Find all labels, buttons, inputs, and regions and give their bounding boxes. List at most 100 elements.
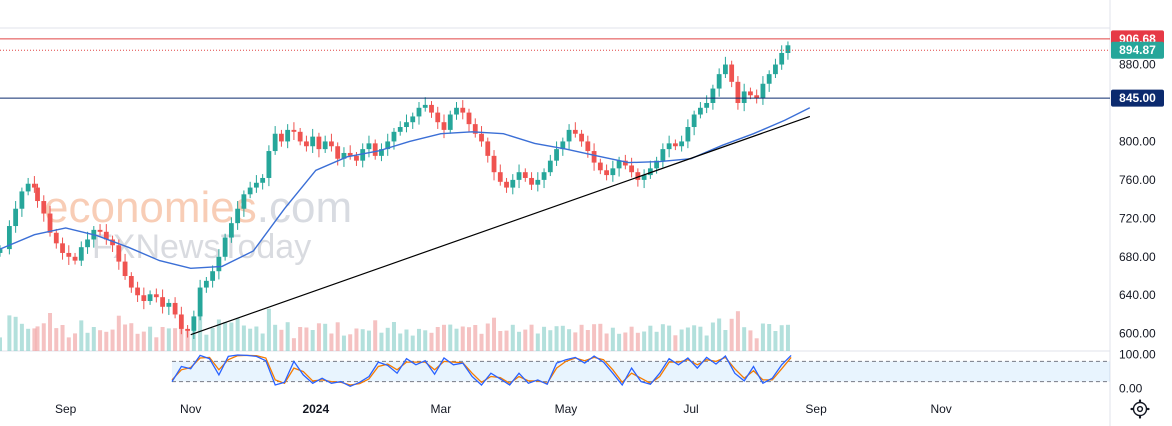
volume-bar — [548, 330, 553, 351]
candle-body — [341, 152, 347, 159]
price-tick-label: 600.00 — [1119, 327, 1156, 341]
candle-body — [304, 141, 309, 147]
volume-bar — [535, 333, 540, 351]
candle-body — [672, 143, 678, 147]
candle-body — [723, 64, 728, 75]
volume-bar — [710, 322, 715, 351]
volume-bar — [617, 333, 622, 351]
volume-bar — [660, 324, 665, 351]
candle-body — [535, 179, 541, 185]
price-axis[interactable]: 880.00 800.00 760.00 720.00 680.00 640.00 600.… — [1119, 58, 1156, 396]
volume-bar — [41, 323, 46, 351]
candle-body — [435, 112, 441, 123]
volume-bar — [510, 324, 515, 351]
candle-body — [472, 124, 478, 134]
candle-body — [785, 45, 791, 53]
candle-body — [178, 314, 184, 329]
candle-body — [385, 141, 391, 150]
candle-body — [13, 208, 19, 227]
volume-bar — [273, 324, 278, 351]
volume-bar — [335, 322, 340, 351]
candle-body — [235, 208, 241, 224]
volume-bar — [723, 330, 728, 351]
candle-body — [516, 172, 522, 180]
volume-bar — [60, 325, 65, 351]
horizontal-levels[interactable] — [0, 38, 1110, 99]
candle-body — [247, 187, 253, 195]
volume-bar — [573, 332, 578, 351]
volume-bar — [110, 329, 115, 351]
volume-bar — [773, 331, 778, 351]
candle-body — [216, 256, 222, 272]
candle-body — [160, 297, 165, 307]
volume-bar — [160, 327, 165, 351]
candle-body — [78, 247, 84, 261]
volume-bar — [104, 331, 109, 351]
current-badge-label: 894.87 — [1119, 43, 1156, 57]
trendline[interactable] — [190, 115, 811, 336]
trendline-segment — [190, 115, 811, 336]
candle-body — [579, 133, 584, 142]
volume-bar — [423, 330, 428, 351]
candle-body — [685, 127, 691, 142]
price-tick-label: 680.00 — [1119, 250, 1156, 264]
candle-body — [529, 177, 534, 185]
candle-body — [147, 294, 153, 302]
volume-bar — [479, 333, 484, 351]
candle-body — [153, 294, 159, 298]
volume-bar — [85, 332, 90, 351]
volume-bar — [467, 327, 472, 351]
volume-bar — [91, 327, 96, 351]
candle-body — [660, 149, 666, 161]
candle-body — [366, 143, 372, 150]
gear-icon[interactable] — [1130, 399, 1150, 419]
candle-body — [0, 249, 3, 253]
volume-bar — [454, 328, 459, 351]
volume-bar — [391, 322, 396, 351]
candle-body — [773, 64, 778, 75]
volume-bar — [554, 326, 559, 351]
volume-bar — [517, 331, 522, 351]
volume-bar — [623, 332, 628, 351]
time-axis[interactable]: Sep Nov 2024 Mar May Jul Sep Nov — [55, 402, 952, 416]
volume-bar — [567, 329, 572, 351]
volume-bar — [473, 325, 478, 351]
volume-bar — [529, 324, 534, 351]
candle-body — [197, 287, 203, 317]
candle-body — [210, 271, 216, 281]
candle-body — [41, 201, 47, 214]
candle-body — [35, 187, 40, 202]
volume-bar — [360, 329, 365, 351]
volume-bar — [179, 321, 184, 351]
candle-body — [572, 129, 578, 134]
time-tick-label: Jul — [683, 402, 698, 416]
candle-body — [447, 114, 453, 130]
volume-bar — [129, 323, 134, 351]
volume-bar — [629, 326, 634, 351]
volume-bar — [385, 327, 390, 351]
candle-body — [191, 316, 197, 331]
candle-body — [379, 149, 384, 156]
volume-bar — [173, 328, 178, 351]
volume-bar — [348, 334, 353, 351]
candle-body — [241, 194, 247, 209]
volume-bar — [210, 328, 215, 351]
volume-bar — [229, 322, 234, 351]
support-badge — [1111, 89, 1164, 107]
candle-body — [629, 165, 635, 173]
volume-bar — [448, 324, 453, 351]
svg-text:economies.com: economies.com — [44, 183, 352, 232]
volume-bar — [379, 332, 384, 351]
candle-body — [360, 149, 366, 161]
volume-bar — [735, 311, 740, 351]
volume-bar — [123, 324, 128, 351]
volume-bar — [248, 328, 253, 351]
candle-body — [260, 177, 266, 183]
watermark-brand: economies — [44, 183, 257, 232]
candle-body — [497, 172, 503, 182]
volume-bar — [692, 325, 697, 351]
candle-body — [141, 295, 147, 302]
candle-body — [354, 155, 359, 161]
candle-body — [510, 179, 516, 188]
